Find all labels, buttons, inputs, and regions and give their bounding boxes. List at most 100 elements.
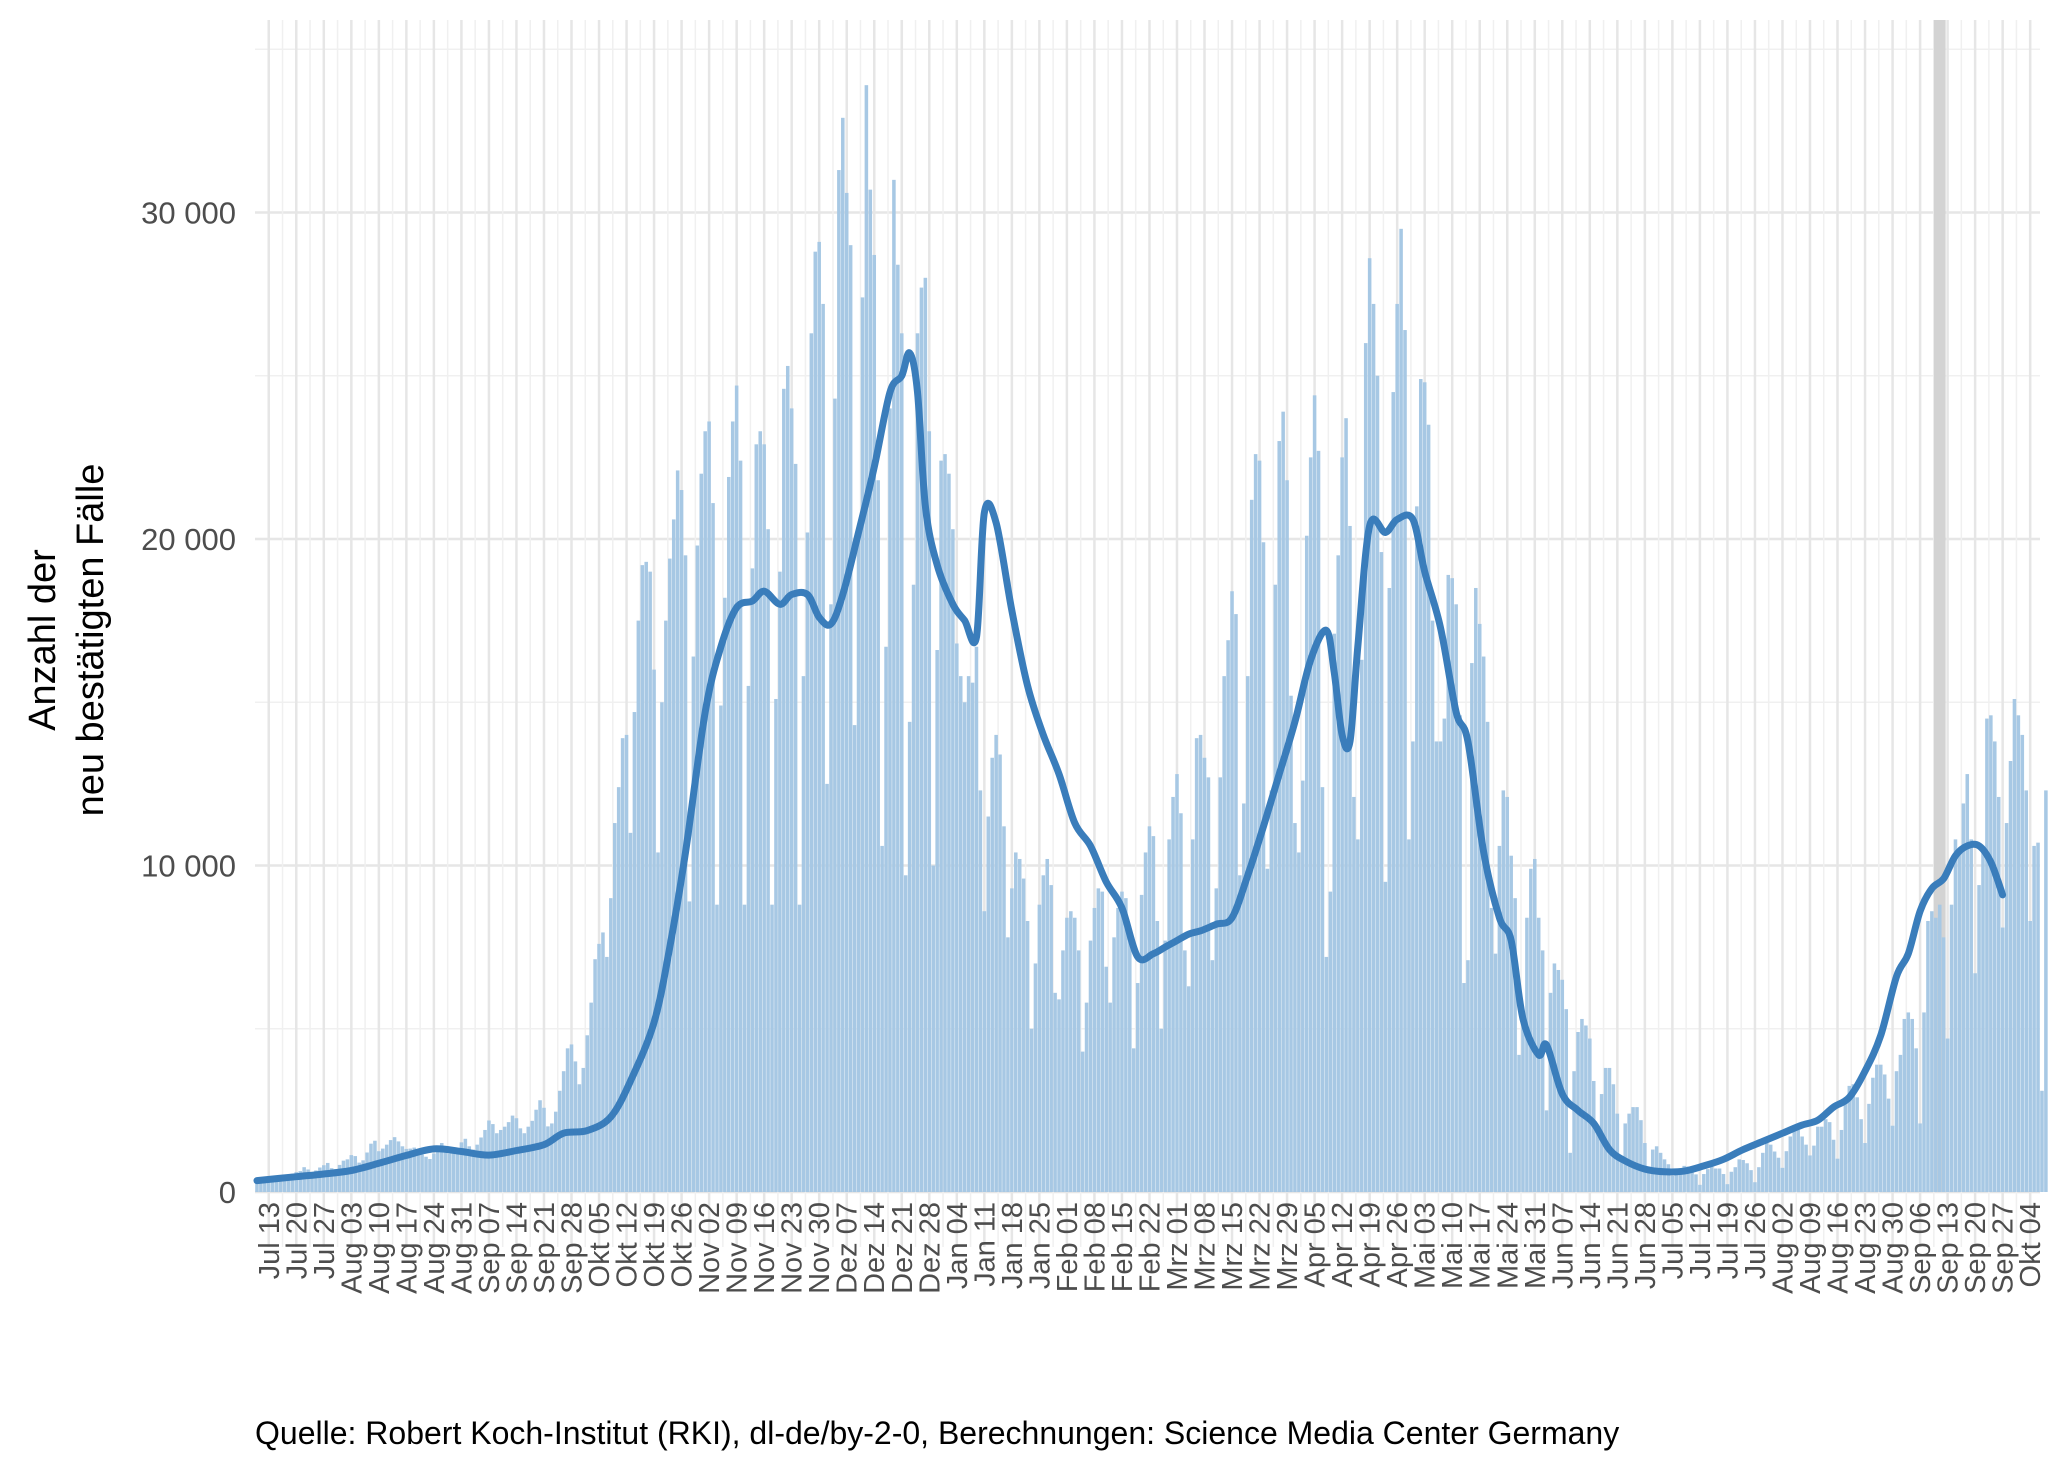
bar [2020, 734, 2025, 1192]
bar [1690, 1168, 1694, 1192]
bar [1415, 506, 1419, 1193]
bar [294, 1172, 299, 1192]
x-tick-label: Sep 13 [1933, 1202, 1965, 1294]
bar [962, 702, 967, 1192]
bar [1190, 839, 1195, 1192]
bar [1631, 1107, 1635, 1192]
bar [522, 1133, 527, 1192]
bar [805, 532, 810, 1192]
bar [388, 1140, 393, 1192]
bar [554, 1111, 558, 1192]
bar [943, 454, 947, 1192]
bar [526, 1126, 531, 1192]
bar [1489, 907, 1494, 1192]
bar [1037, 904, 1042, 1192]
bar [1603, 1067, 1608, 1192]
bar [1257, 460, 1262, 1192]
bar [1462, 983, 1466, 1192]
bar [668, 558, 672, 1192]
bar [1635, 1107, 1639, 1192]
bar [1580, 1018, 1584, 1192]
bar [475, 1144, 479, 1192]
bar [927, 431, 932, 1192]
y-tick-label: 30 000 [141, 196, 236, 231]
x-tick-label: Jan 25 [1024, 1202, 1056, 1289]
bar [1139, 894, 1144, 1192]
bar [915, 333, 920, 1192]
bar [1525, 917, 1529, 1192]
bar [286, 1176, 291, 1192]
bar [1761, 1152, 1765, 1192]
x-tick-label: Apr 26 [1382, 1202, 1414, 1287]
bar [911, 584, 916, 1192]
bar [1206, 777, 1211, 1192]
bar [994, 734, 998, 1192]
bar [1450, 578, 1454, 1192]
bar [1367, 258, 1372, 1193]
bar [1572, 1071, 1576, 1192]
bar [333, 1169, 338, 1192]
x-tick-label: Dez 21 [887, 1202, 919, 1294]
bar [1682, 1165, 1686, 1192]
bar [1399, 228, 1403, 1192]
bar [1442, 718, 1447, 1192]
bar [1863, 1143, 1867, 1192]
y-axis-label-line-1: Anzahl der [22, 549, 64, 731]
bar [1143, 852, 1148, 1192]
bar [1155, 921, 1160, 1192]
bar [1914, 1048, 1918, 1192]
bar [2028, 921, 2032, 1192]
x-tick-label: Aug 30 [1878, 1202, 1910, 1294]
bar [1049, 885, 1053, 1192]
bar [1674, 1174, 1679, 1192]
bar [1010, 888, 1014, 1192]
bar [1835, 1158, 1840, 1192]
bar [290, 1173, 295, 1192]
bar [1135, 983, 1140, 1192]
bar [1128, 937, 1132, 1192]
bar [896, 264, 900, 1192]
bar [1497, 845, 1502, 1192]
bar [1466, 960, 1470, 1192]
x-tick-label: Sep 28 [557, 1202, 589, 1294]
bar [1847, 1085, 1852, 1192]
bar [1304, 535, 1309, 1192]
bar [1312, 395, 1317, 1193]
bar [392, 1137, 397, 1192]
y-tick-label: 20 000 [141, 522, 236, 557]
bar [844, 192, 849, 1192]
bar [2032, 845, 2036, 1192]
x-tick-label: Jul 13 [254, 1202, 286, 1279]
bar [1721, 1174, 1726, 1192]
bar [675, 470, 680, 1192]
x-tick-label: Aug 09 [1795, 1202, 1827, 1294]
bar [1352, 796, 1356, 1192]
bar [420, 1154, 424, 1192]
bar [1226, 640, 1230, 1192]
highlight-band-rect [1933, 20, 1946, 1192]
bar [1096, 888, 1101, 1192]
bar [302, 1167, 306, 1192]
bar [789, 408, 794, 1192]
bar [1792, 1129, 1797, 1192]
bar [1340, 457, 1344, 1192]
bar [1336, 555, 1340, 1192]
bar [605, 956, 609, 1192]
x-tick-label: Dez 07 [832, 1202, 864, 1294]
bar [609, 898, 613, 1192]
bar [1187, 986, 1191, 1192]
bar [758, 431, 762, 1192]
bar [931, 865, 935, 1192]
bar [900, 333, 904, 1192]
x-tick-label: Okt 04 [2015, 1202, 2047, 1287]
bar [278, 1175, 283, 1192]
bar [660, 702, 664, 1192]
bar [322, 1165, 326, 1192]
bar [1934, 917, 1938, 1192]
bar [1922, 1012, 1926, 1192]
bar [565, 1048, 570, 1192]
bar [1363, 343, 1368, 1193]
bar [1709, 1163, 1714, 1192]
bar [1713, 1168, 1718, 1192]
x-tick-label: Sep 14 [502, 1202, 534, 1294]
